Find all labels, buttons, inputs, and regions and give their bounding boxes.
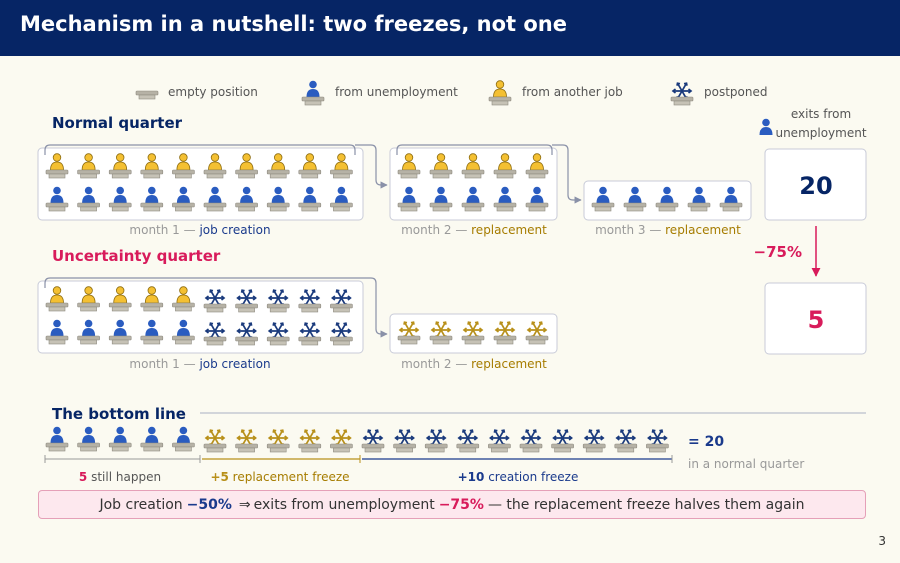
creation-freeze-label: +10 creation freeze bbox=[458, 470, 579, 484]
legend-unemployment-label: from unemployment bbox=[335, 85, 458, 99]
postponed-snowflake-icon bbox=[520, 430, 542, 452]
bottom-line-heading: The bottom line bbox=[52, 405, 186, 423]
replacement-snowflake-icon bbox=[267, 430, 289, 452]
postponed-snowflake-icon bbox=[615, 430, 637, 452]
unemployed-person-icon bbox=[172, 427, 194, 451]
uncertainty-exits-value: 5 bbox=[808, 306, 825, 334]
postponed-snowflake-icon bbox=[583, 430, 605, 452]
postponed-snowflake-icon bbox=[646, 430, 668, 452]
exits-label-1: exits from bbox=[791, 107, 851, 121]
bottom-line-row bbox=[46, 427, 668, 452]
uncertainty-m1-bracket bbox=[44, 277, 190, 288]
uncertainty-exits-box bbox=[764, 282, 867, 355]
uncertainty-quarter-heading: Uncertainty quarter bbox=[52, 247, 221, 265]
job-changer-person-icon bbox=[489, 81, 511, 105]
postponed-snowflake-icon bbox=[457, 430, 479, 452]
normal-month1-caption: month 1 — job creation bbox=[129, 223, 270, 237]
legend-empty-label: empty position bbox=[168, 85, 258, 99]
unemployed-person-icon bbox=[46, 427, 68, 451]
normal-m1-to-m2-arrow bbox=[355, 144, 388, 189]
uncertainty-month2-caption: month 2 — replacement bbox=[401, 357, 547, 371]
conclusion-part2: exits from unemployment bbox=[253, 496, 435, 513]
conclusion-value1: −50% bbox=[186, 496, 232, 513]
legend-job-label: from another job bbox=[522, 85, 623, 99]
conclusion-value2: −75% bbox=[438, 496, 484, 513]
normal-month3-caption: month 3 — replacement bbox=[595, 223, 741, 237]
postponed-snowflake-icon bbox=[425, 430, 447, 452]
bottom-equals: = 20 bbox=[688, 434, 724, 450]
normal-month2-caption: month 2 — replacement bbox=[401, 223, 547, 237]
empty-position-icon bbox=[135, 90, 159, 100]
postponed-snowflake-icon bbox=[552, 430, 574, 452]
exits-label-2: unemployment bbox=[775, 126, 866, 140]
normal-exits-value: 20 bbox=[799, 172, 832, 200]
conclusion-box: Job creation −50% ⇒ exits from unemploym… bbox=[38, 490, 866, 519]
postponed-snowflake-icon bbox=[671, 83, 693, 105]
normal-exits-box bbox=[764, 148, 867, 221]
unemployed-person-icon bbox=[78, 427, 100, 451]
replacement-snowflake-icon bbox=[204, 430, 226, 452]
uncertainty-month1-caption: month 1 — job creation bbox=[129, 357, 270, 371]
replacement-snowflake-icon bbox=[299, 430, 321, 452]
postponed-snowflake-icon bbox=[362, 430, 384, 452]
bottom-equals-sub: in a normal quarter bbox=[688, 457, 804, 471]
slide-title: Mechanism in a nutshell: two freezes, no… bbox=[20, 12, 567, 36]
normal-m2-to-m3-arrow bbox=[552, 144, 582, 204]
conclusion-part3: — the replacement freeze halves them aga… bbox=[487, 496, 805, 513]
postponed-snowflake-icon bbox=[488, 430, 510, 452]
normal-m2-bracket bbox=[396, 144, 553, 155]
change-value: −75% bbox=[754, 243, 802, 261]
conclusion-part1: Job creation bbox=[99, 496, 183, 513]
still-happen-label: 5 still happen bbox=[79, 470, 161, 484]
page-number: 3 bbox=[878, 534, 886, 548]
unemployed-person-icon bbox=[302, 81, 324, 105]
unemployed-person-icon bbox=[109, 427, 131, 451]
replacement-freeze-label: +5 replacement freeze bbox=[210, 470, 349, 484]
uncertainty-month2-box bbox=[389, 313, 558, 354]
replacement-snowflake-icon bbox=[330, 430, 352, 452]
postponed-snowflake-icon bbox=[394, 430, 416, 452]
normal-month2-box bbox=[389, 147, 558, 221]
unemployed-person-icon bbox=[141, 427, 163, 451]
normal-m1-bracket bbox=[44, 144, 356, 155]
legend-postponed-label: postponed bbox=[704, 85, 767, 99]
title-bar: Mechanism in a nutshell: two freezes, no… bbox=[0, 0, 900, 56]
conclusion-arrow: ⇒ bbox=[238, 496, 251, 513]
replacement-snowflake-icon bbox=[236, 430, 258, 452]
normal-quarter-heading: Normal quarter bbox=[52, 114, 183, 132]
bottom-brackets bbox=[44, 455, 673, 463]
uncertainty-m1-to-m2-arrow bbox=[190, 277, 388, 338]
exits-person-icon bbox=[759, 118, 773, 135]
legend: empty position from unemployment from an… bbox=[135, 81, 767, 105]
